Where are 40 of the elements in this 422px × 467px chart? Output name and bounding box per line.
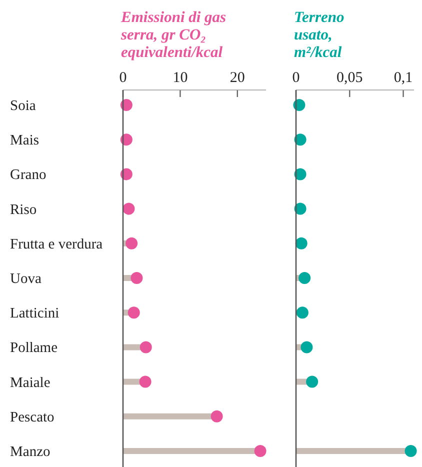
- chart-title: Emissioni di gas serra, gr CO₂ equivalenti/kcal: [120, 9, 226, 61]
- point: [296, 306, 308, 319]
- x-tick-label: 0,1: [394, 70, 413, 86]
- point: [210, 410, 223, 422]
- x-tick-label: 0: [119, 70, 127, 86]
- y-tick-label: Pescato: [10, 409, 54, 426]
- y-tick-label: Riso: [10, 202, 37, 218]
- chart-title: Terreno usato, m²/kcal: [294, 9, 344, 61]
- point: [128, 306, 140, 319]
- y-tick-label: Manzo: [10, 444, 50, 460]
- y-tick-label: Uova: [10, 271, 42, 287]
- point: [294, 134, 306, 146]
- point: [404, 445, 417, 457]
- point: [120, 168, 132, 180]
- y-tick-label: Latticini: [10, 306, 60, 322]
- point: [300, 341, 313, 354]
- x-tick-label: 10: [172, 70, 188, 86]
- x-tick-label: 0: [292, 70, 300, 86]
- point: [294, 168, 306, 180]
- y-tick-label: Mais: [10, 132, 40, 149]
- point: [130, 272, 143, 284]
- x-tick-label: 0,05: [336, 70, 363, 86]
- point: [298, 272, 311, 284]
- y-tick-label: Grano: [10, 167, 46, 184]
- point: [254, 445, 266, 457]
- point: [122, 202, 135, 215]
- point: [306, 376, 318, 388]
- x-tick-label: 20: [230, 70, 245, 86]
- y-tick-label: Pollame: [10, 340, 58, 356]
- point: [126, 237, 138, 250]
- point: [139, 376, 152, 388]
- point: [293, 99, 306, 111]
- point: [140, 341, 152, 354]
- point: [294, 202, 306, 215]
- point: [120, 134, 132, 146]
- point: [295, 237, 308, 250]
- y-tick-label: Frutta e verdura: [10, 236, 104, 252]
- y-tick-label: Soia: [10, 98, 36, 114]
- y-tick-label: Maiale: [10, 374, 50, 391]
- point: [120, 99, 132, 111]
